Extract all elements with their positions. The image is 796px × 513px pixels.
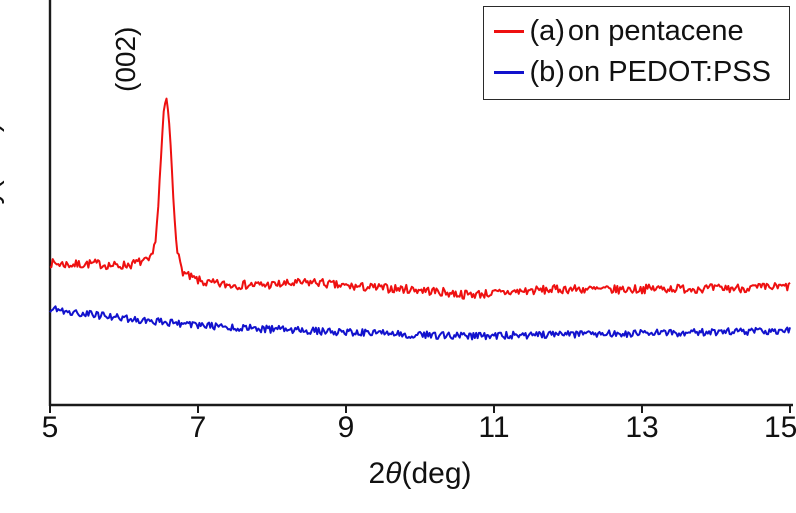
x-axis-label-prefix: 2 — [368, 457, 386, 490]
legend-swatch-a — [494, 30, 525, 33]
legend-marker-a: (a) — [529, 15, 565, 47]
legend-label-a: on pentacene — [567, 15, 744, 47]
x-tick-label: 5 — [41, 411, 59, 444]
x-tick-label: 9 — [337, 411, 355, 444]
x-tick-label: 13 — [625, 411, 659, 444]
legend-label-b: on PEDOT:PSS — [567, 56, 771, 88]
series-trace-b — [49, 305, 791, 341]
legend-item-b: (b) on PEDOT:PSS — [494, 56, 771, 89]
y-axis-label: Intensity(a.u.) — [0, 122, 5, 298]
legend-marker-b: (b) — [529, 56, 565, 88]
x-tick-label: 7 — [189, 411, 207, 444]
x-axis-label-suffix: (deg) — [401, 457, 472, 490]
legend-item-a: (a) on pentacene — [494, 15, 771, 48]
legend-swatch-b — [494, 71, 525, 74]
theta-symbol: θ — [385, 457, 402, 490]
peak-annotation-002: (002) — [110, 26, 141, 92]
series-trace-a — [49, 97, 791, 300]
x-tick-label: 15 — [763, 411, 796, 444]
x-axis-label: 2θ(deg) — [368, 457, 471, 491]
legend-box: (a) on pentacene (b) on PEDOT:PSS — [483, 6, 790, 100]
x-tick-label: 11 — [478, 411, 510, 444]
